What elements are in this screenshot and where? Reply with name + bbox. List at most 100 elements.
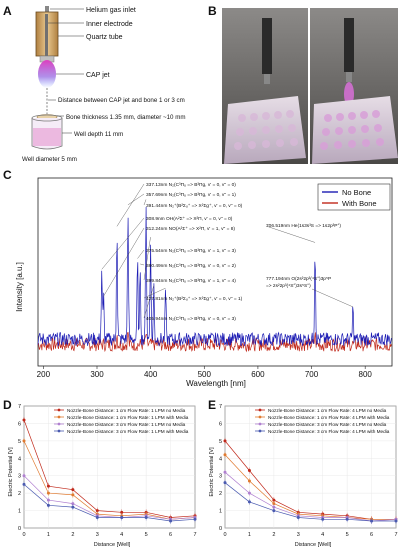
c-plot-frame xyxy=(37,177,393,367)
panel-b-letter: B xyxy=(208,4,217,18)
panel-d-chart: Electric Potential [V] Distance [Well] 0… xyxy=(8,404,197,548)
d-legend-marker xyxy=(57,408,61,412)
e-legend-marker xyxy=(258,429,262,433)
d-legend-label: Nozzle-Bone Distance: 3 cm Flow Rate: 1 … xyxy=(67,422,186,427)
c-peak-leader xyxy=(137,249,145,259)
label-helium-inlet: Helium gas inlet xyxy=(86,7,136,14)
d-ytick-label: 5 xyxy=(18,439,21,445)
d-xtick-label: 1 xyxy=(47,532,50,538)
d-point xyxy=(22,418,26,422)
label-quartz-tube: Quartz tube xyxy=(86,34,123,41)
c-xlabel: Wavelength [nm] xyxy=(186,379,246,388)
d-point xyxy=(71,488,75,492)
c-legend-label: No Bone xyxy=(342,188,371,197)
photo-left-nozzle xyxy=(262,18,272,74)
e-point xyxy=(223,470,227,474)
c-peak-label: 380.49nm N₂(C³Πᵤ => B³Πg, v' = 0, v'' = … xyxy=(146,263,236,269)
d-ytick-label: 3 xyxy=(18,474,21,480)
c-xtick-label: 200 xyxy=(37,370,51,379)
c-peak-leader xyxy=(143,199,147,206)
e-xtick-label: 5 xyxy=(346,532,349,538)
e-point xyxy=(223,453,227,457)
d-xtick-label: 2 xyxy=(71,532,74,538)
e-ytick-label: 2 xyxy=(219,491,222,497)
e-xtick-label: 6 xyxy=(370,532,373,538)
c-xtick-label: 300 xyxy=(90,370,104,379)
panel-d-letter: D xyxy=(3,398,12,412)
e-point xyxy=(370,519,374,523)
e-point xyxy=(345,517,349,521)
c-peak-leader xyxy=(127,193,145,206)
c-o-leader xyxy=(311,288,354,308)
c-xtick-label: 700 xyxy=(305,370,319,379)
d-xtick-label: 7 xyxy=(193,532,196,538)
c-legend-box xyxy=(317,183,391,211)
d-legend-label: Nozzle-Bone Distance: 1 cm Flow Rate: 1 … xyxy=(67,408,186,413)
e-ytick-label: 7 xyxy=(219,404,222,410)
d-legend-label: Nozzle-Bone Distance: 1 cm Flow Rate: 1 … xyxy=(67,415,189,420)
well-rim xyxy=(31,114,63,122)
e-xlabel: Distance [Well] xyxy=(295,542,332,548)
panel-e-letter: E xyxy=(208,398,217,412)
d-xtick-label: 5 xyxy=(145,532,148,538)
label-well-depth: Well depth 11 mm xyxy=(74,131,123,138)
panel-b-photo xyxy=(222,8,398,164)
panel-c-letter: C xyxy=(3,168,12,182)
photo-right-wells xyxy=(320,110,384,150)
c-peak-label: 308.9nm OH(A²Σ⁺ => X²Π, v' = 0, v'' = 0) xyxy=(146,216,233,222)
e-xtick-label: 4 xyxy=(321,532,324,538)
e-ytick-label: 3 xyxy=(219,474,222,480)
d-series-line xyxy=(23,440,196,520)
c-xtick-label: 500 xyxy=(198,370,212,379)
e-legend-marker xyxy=(258,415,262,419)
d-xtick-label: 6 xyxy=(169,532,172,538)
d-point xyxy=(22,474,26,478)
c-legend-label: With Bone xyxy=(342,199,377,208)
d-legend-label: Nozzle-Bone Distance: 3 cm Flow Rate: 1 … xyxy=(67,429,189,434)
d-series-line xyxy=(23,419,196,518)
label-bone-thickness: Bone thickness 1.35 mm, diameter ~10 mm xyxy=(66,114,186,121)
c-he-leader xyxy=(265,225,316,243)
well-liquid xyxy=(33,128,61,146)
d-point xyxy=(95,516,99,520)
e-xtick-label: 3 xyxy=(297,532,300,538)
c-xtick-label: 800 xyxy=(359,370,373,379)
panel-a-schematic: Helium gas inlet Inner electrode Quartz … xyxy=(22,6,186,163)
d-point xyxy=(71,493,75,497)
panel-a-letter: A xyxy=(3,4,12,18)
e-xtick-label: 0 xyxy=(223,532,226,538)
c-peak-leader xyxy=(143,287,166,299)
e-legend-label: Nozzle-Bone Distance: 3 cm Flow Rate: 4 … xyxy=(268,422,387,427)
c-peak-label: 375.54nm N₂(C³Πᵤ => B³Πg, v' = 1, v'' = … xyxy=(146,248,236,254)
panel-c-spectrum-chart: Intensity [a.u.] Wavelength [nm] 200 300 4… xyxy=(15,177,393,388)
d-point xyxy=(71,502,75,506)
d-point xyxy=(95,509,99,513)
d-xlabel: Distance [Well] xyxy=(94,542,131,548)
d-series-line xyxy=(23,484,196,522)
c-ylabel: Intensity [a.u.] xyxy=(15,262,24,312)
e-xtick-label: 7 xyxy=(394,532,397,538)
d-series-line xyxy=(23,475,196,520)
e-legend-label: Nozzle-Bone Distance: 1 cm Flow Rate: 4 … xyxy=(268,415,390,420)
c-peak-label: 427.81nm N₂⁺(B²Σᵤ⁺ => X²Σg⁺, v' = 0, v''… xyxy=(146,296,243,302)
e-ylabel: Electric Potential [V] xyxy=(209,447,215,497)
photo-right-nozzle xyxy=(344,18,354,72)
c-xtick-label: 600 xyxy=(251,370,265,379)
e-ytick-label: 4 xyxy=(219,456,222,462)
inner-electrode xyxy=(45,14,48,58)
c-peak-leader xyxy=(103,227,145,297)
e-ytick-label: 1 xyxy=(219,509,222,515)
d-point xyxy=(46,491,50,495)
e-point xyxy=(247,479,251,483)
d-point xyxy=(46,484,50,488)
e-point xyxy=(272,502,276,506)
c-o-label-line2: => 2s²2p³(⁴S°)3s⁵S°) xyxy=(266,283,311,289)
e-xtick-label: 1 xyxy=(248,532,251,538)
d-point xyxy=(46,503,50,507)
e-point xyxy=(321,517,325,521)
d-legend-marker xyxy=(57,415,61,419)
photo-right-plasma xyxy=(344,82,354,106)
e-point xyxy=(247,468,251,472)
panel-e-chart: Electric Potential [V] Distance [Well] 0… xyxy=(209,404,398,548)
d-ytick-label: 2 xyxy=(18,491,21,497)
